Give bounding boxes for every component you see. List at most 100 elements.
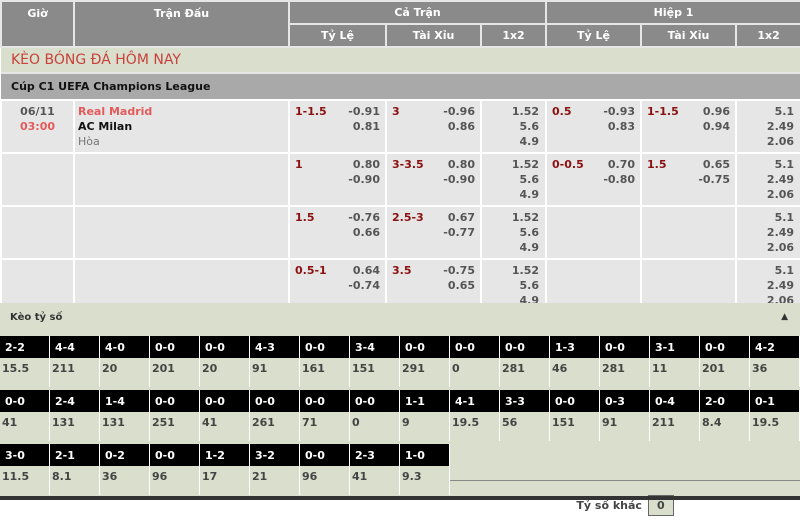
h1-handicap[interactable]: 0.5 -0.93 0.83	[545, 99, 643, 154]
score-cell[interactable]: 0-0 0	[450, 336, 500, 387]
score-label: 0-0	[700, 336, 749, 358]
h1-over-under[interactable]: 1-1.5 0.96 0.94	[640, 99, 738, 154]
score-odds: 9	[402, 416, 410, 429]
h1-1x2[interactable]: 5.1 2.49 2.06	[735, 152, 800, 207]
score-cell[interactable]: 3-0 11.5	[0, 444, 50, 495]
ft-handicap-home: -0.91	[348, 105, 380, 118]
score-cell[interactable]: 2-4 131	[50, 390, 100, 441]
h1-over-under[interactable]	[640, 205, 738, 260]
score-cell[interactable]: 0-3 91	[600, 390, 650, 441]
h1-1x2-draw: 2.06	[766, 188, 795, 201]
score-cell[interactable]: 0-0 261	[250, 390, 300, 441]
score-cell[interactable]: 1-3 46	[550, 336, 600, 387]
h1-1x2[interactable]: 5.1 2.49 2.06	[735, 205, 800, 260]
score-cell[interactable]: 0-0 251	[150, 390, 200, 441]
score-cell[interactable]: 1-1 9	[400, 390, 450, 441]
ft-1x2-away: 5.6	[519, 226, 540, 239]
ft-over-under[interactable]: 2.5-3 0.67 -0.77	[385, 205, 482, 260]
score-cell[interactable]: 0-0 281	[600, 336, 650, 387]
score-odds: 161	[302, 362, 325, 375]
score-cell[interactable]: 3-3 56	[500, 390, 550, 441]
score-cell[interactable]: 2-1 8.1	[50, 444, 100, 495]
score-cell[interactable]: 0-0 96	[150, 444, 200, 495]
score-cell[interactable]: 2-3 41	[350, 444, 400, 495]
score-label: 0-4	[650, 390, 699, 412]
score-cell[interactable]: 0-0 291	[400, 336, 450, 387]
match-date: 06/11	[20, 105, 55, 118]
ft-1x2[interactable]: 1.52 5.6 4.9	[479, 205, 548, 260]
ft-handicap[interactable]: 1.5 -0.76 0.66	[288, 205, 387, 260]
h1-handicap[interactable]	[545, 205, 643, 260]
score-cell[interactable]: 2-2 15.5	[0, 336, 50, 387]
score-cell[interactable]: 0-0 201	[700, 336, 750, 387]
score-cell[interactable]: 1-0 9.3	[400, 444, 450, 495]
ft-over-under-home: 0.80	[447, 158, 475, 171]
score-odds: 15.5	[2, 362, 30, 375]
ft-1x2[interactable]: 1.52 5.6 4.9	[479, 99, 548, 154]
ft-handicap[interactable]: 1-1.5 -0.91 0.81	[288, 99, 387, 154]
score-odds: 41	[352, 470, 368, 483]
score-odds: 211	[52, 362, 75, 375]
score-cell[interactable]: 2-0 8.4	[700, 390, 750, 441]
match-teams[interactable]: Real Madrid AC Milan Hòa	[73, 99, 290, 154]
score-label: 1-4	[100, 390, 149, 412]
h1-over-under[interactable]: 1.5 0.65 -0.75	[640, 152, 738, 207]
ft-over-under[interactable]: 3-3.5 0.80 -0.90	[385, 152, 482, 207]
score-cell[interactable]: 0-0 281	[500, 336, 550, 387]
ft-over-under-line: 3.5	[392, 264, 412, 277]
h1-1x2-home: 5.1	[774, 264, 795, 277]
score-odds: 151	[352, 362, 375, 375]
score-label: 3-0	[0, 444, 49, 466]
league-name[interactable]: Cúp C1 UEFA Champions League	[1, 72, 800, 100]
h1-1x2-away: 2.49	[766, 173, 795, 186]
score-odds: 281	[602, 362, 625, 375]
score-cell[interactable]: 0-0 161	[300, 336, 350, 387]
score-cell[interactable]: 0-1 19.5	[750, 390, 800, 441]
correct-score-header[interactable]: Kèo tỷ số ▲	[0, 303, 800, 333]
h1-1x2[interactable]: 5.1 2.49 2.06	[735, 99, 800, 154]
h1-over-under-home: 0.96	[702, 105, 731, 118]
score-odds: 20	[102, 362, 118, 375]
h1-over-under-line: 1-1.5	[647, 105, 679, 118]
score-cell[interactable]: 0-0 71	[300, 390, 350, 441]
score-cell[interactable]: 3-4 151	[350, 336, 400, 387]
score-cell[interactable]: 0-0 41	[0, 390, 50, 441]
score-cell[interactable]: 0-0 41	[200, 390, 250, 441]
score-cell[interactable]: 0-0 151	[550, 390, 600, 441]
score-cell[interactable]: 0-0 201	[150, 336, 200, 387]
score-cell[interactable]: 1-2 17	[200, 444, 250, 495]
score-cell[interactable]: 4-0 20	[100, 336, 150, 387]
score-cell[interactable]: 3-2 21	[250, 444, 300, 495]
score-label: 0-0	[0, 390, 49, 412]
score-label: 0-0	[350, 390, 399, 412]
h1-over-under-line: 1.5	[647, 158, 667, 171]
score-label: 0-0	[300, 336, 349, 358]
score-cell[interactable]: 0-0 0	[350, 390, 400, 441]
ft-over-under-home: 0.67	[447, 211, 475, 224]
score-cell[interactable]: 4-2 36	[750, 336, 800, 387]
ft-handicap[interactable]: 1 0.80 -0.90	[288, 152, 387, 207]
ft-handicap-line: 1.5	[295, 211, 315, 224]
score-odds: 36	[102, 470, 118, 483]
score-odds: 41	[202, 416, 218, 429]
match-kickoff: 03:00	[19, 120, 55, 133]
h1-handicap[interactable]: 0-0.5 0.70 -0.80	[545, 152, 643, 207]
score-cell[interactable]: 0-4 211	[650, 390, 700, 441]
score-cell[interactable]: 4-3 91	[250, 336, 300, 387]
score-cell[interactable]: 0-2 36	[100, 444, 150, 495]
score-label: 1-0	[400, 444, 449, 466]
ft-over-under[interactable]: 3 -0.96 0.86	[385, 99, 482, 154]
ft-1x2[interactable]: 1.52 5.6 4.9	[479, 152, 548, 207]
score-odds: 151	[552, 416, 575, 429]
score-label: 0-0	[150, 444, 199, 466]
score-odds: 9.3	[402, 470, 422, 483]
score-label: 0-0	[600, 336, 649, 358]
score-cell[interactable]: 4-4 211	[50, 336, 100, 387]
score-cell[interactable]: 1-4 131	[100, 390, 150, 441]
caret-up-icon[interactable]: ▲	[781, 312, 788, 322]
score-label: 0-0	[400, 336, 449, 358]
score-cell[interactable]: 0-0 96	[300, 444, 350, 495]
score-cell[interactable]: 3-1 11	[650, 336, 700, 387]
score-cell[interactable]: 4-1 19.5	[450, 390, 500, 441]
score-cell[interactable]: 0-0 20	[200, 336, 250, 387]
